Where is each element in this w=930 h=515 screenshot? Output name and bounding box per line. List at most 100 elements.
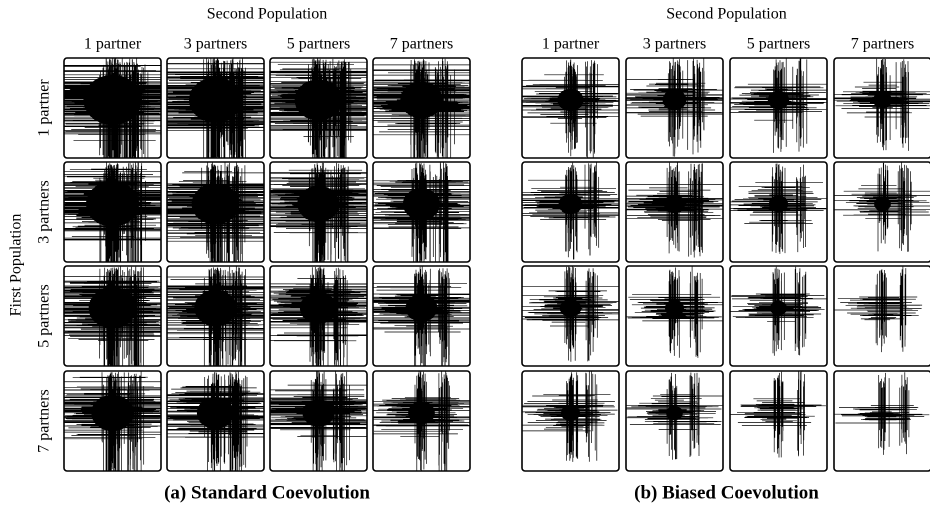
cell-frame <box>372 57 471 159</box>
cell-frame <box>63 370 162 472</box>
pattern-core <box>294 79 343 121</box>
heatmap-pattern <box>167 371 264 471</box>
pattern-core <box>770 300 787 316</box>
cell-frame <box>166 161 265 263</box>
pattern-core <box>558 193 583 215</box>
pattern-core <box>663 194 686 214</box>
column-label: 1 partner <box>84 36 142 53</box>
pattern-core <box>196 397 235 429</box>
heatmap-pattern <box>270 371 367 471</box>
cell-frame <box>833 370 930 472</box>
pattern-lines <box>730 371 826 458</box>
cell-frame <box>625 57 724 159</box>
cell-frame <box>729 57 828 159</box>
pattern-core <box>664 299 685 317</box>
pattern-core <box>402 188 441 220</box>
heatmap-pattern <box>64 371 161 471</box>
heatmap-pattern <box>626 266 723 358</box>
pattern-lines <box>834 372 930 455</box>
row-label: 5 partners <box>36 284 53 348</box>
pattern-core <box>557 88 584 112</box>
heatmap-pattern <box>626 372 723 460</box>
column-label: 1 partner <box>542 36 600 53</box>
heatmap-pattern <box>167 266 264 366</box>
heatmap-pattern <box>730 163 827 254</box>
cell-frame <box>372 265 471 367</box>
cell-frame <box>521 265 620 367</box>
heatmap-pattern <box>522 162 619 260</box>
pattern-core <box>408 401 435 425</box>
pattern-core <box>83 75 142 125</box>
heatmap-pattern <box>730 371 826 458</box>
heatmap-pattern <box>834 58 930 151</box>
heatmap-pattern <box>64 162 161 262</box>
pattern-core <box>405 294 438 322</box>
row-label: 3 partners <box>36 180 53 244</box>
cell-frame <box>269 265 368 367</box>
cell-frame <box>833 265 930 367</box>
heatmap-pattern <box>270 58 367 158</box>
caption: (b) Biased Coevolution <box>634 482 819 503</box>
cell-frame <box>269 57 368 159</box>
pattern-core <box>299 292 338 324</box>
heatmap-pattern <box>373 371 470 471</box>
caption: (a) Standard Coevolution <box>164 482 370 503</box>
column-label: 3 partners <box>184 36 248 53</box>
cell-frame <box>521 57 620 159</box>
pattern-core <box>194 289 237 327</box>
heatmap-pattern <box>730 266 827 356</box>
heatmap-pattern <box>834 266 923 353</box>
pattern-core <box>874 196 891 212</box>
heatmap-pattern <box>834 372 930 455</box>
column-title: Second Population <box>666 6 786 23</box>
heatmap-pattern <box>522 59 619 158</box>
pattern-core <box>662 89 687 111</box>
column-label: 7 partners <box>390 36 454 53</box>
cell-frame <box>833 161 930 263</box>
pattern-core <box>767 90 790 110</box>
column-title: Second Population <box>207 6 327 23</box>
heatmap-pattern <box>373 266 470 366</box>
heatmap-pattern <box>730 58 827 153</box>
heatmap-pattern <box>64 266 161 366</box>
pattern-core <box>560 404 581 422</box>
heatmap-pattern <box>270 266 367 366</box>
pattern-core <box>666 405 683 421</box>
cell-frame <box>521 161 620 263</box>
row-label: 1 partner <box>36 79 53 137</box>
pattern-core <box>191 183 240 225</box>
heatmap-pattern <box>522 266 619 362</box>
cell-frame <box>521 370 620 472</box>
heatmap-pattern <box>373 162 470 262</box>
pattern-core <box>88 287 137 329</box>
pattern-core <box>872 91 893 109</box>
cell-frame <box>625 265 724 367</box>
column-label: 5 partners <box>287 36 351 53</box>
heatmap-pattern <box>626 162 723 258</box>
pattern-lines <box>834 266 923 353</box>
pattern-core <box>86 181 139 227</box>
pattern-core <box>297 185 340 223</box>
heatmap-pattern <box>270 162 367 262</box>
cell-frame <box>372 161 471 263</box>
pattern-core <box>91 394 134 432</box>
cell-frame <box>833 57 930 159</box>
cell-frame <box>166 265 265 367</box>
pattern-core <box>400 81 443 119</box>
pattern-core <box>189 77 242 123</box>
heatmap-pattern <box>167 58 264 158</box>
cell-frame <box>625 161 724 263</box>
column-label: 7 partners <box>851 36 915 53</box>
cell-frame <box>729 265 828 367</box>
cell-frame <box>372 370 471 472</box>
column-label: 5 partners <box>747 36 811 53</box>
cell-frame <box>729 161 828 263</box>
cell-frame <box>166 57 265 159</box>
cell-frame <box>625 370 724 472</box>
cell-frame <box>63 265 162 367</box>
heatmap-pattern <box>522 371 618 462</box>
cell-frame <box>63 161 162 263</box>
cell-frame <box>269 161 368 263</box>
column-label: 3 partners <box>643 36 707 53</box>
